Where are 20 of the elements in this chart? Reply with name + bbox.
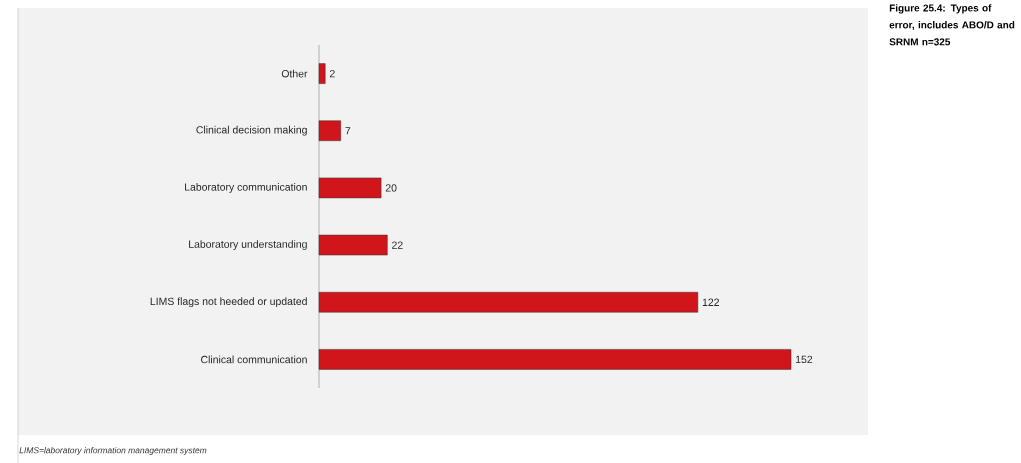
data-label: 7 [345,127,351,135]
data-label: 152 [796,355,813,364]
text: LIMS=laboratory information management system [19,447,207,455]
bar [318,63,326,84]
bar [318,234,388,256]
bar [318,291,699,313]
data-label: 20 [385,184,397,192]
y-tick-label: Clinical decision making [196,125,307,136]
bar [318,120,341,141]
data-label: 122 [702,298,719,306]
bar [318,177,382,199]
y-tick-label: LIMS flags not heeded or updated [150,297,307,308]
y-tick-label: Laboratory understanding [189,240,307,250]
y-tick-label: Laboratory communication [185,183,307,193]
y-tick-label: Clinical communication [201,355,307,364]
text: Figure 25.4: Types of error, includes ABO/D and SRNM n=325 [889,4,1015,46]
bar [318,349,792,370]
data-label: 2 [329,69,335,78]
y-tick-label: Other [281,69,308,78]
data-label: 22 [392,241,403,249]
